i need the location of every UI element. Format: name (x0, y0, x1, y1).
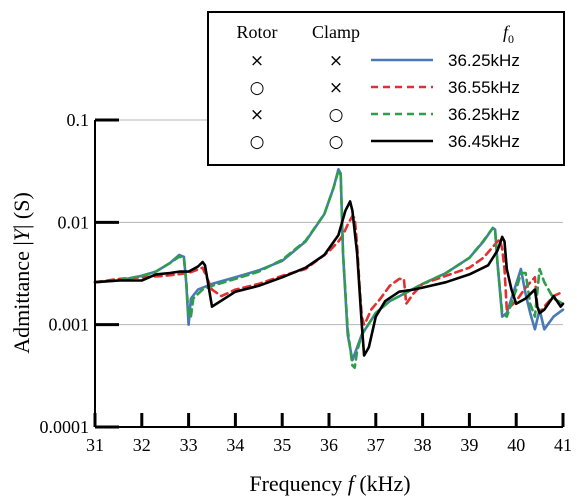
series-line-1 (93, 168, 565, 362)
legend-clamp-mark: × (329, 51, 343, 71)
legend-clamp-mark: × (329, 78, 343, 98)
legend-header-f0: f0 (503, 22, 514, 46)
tick-labels: 31 32 33 34 35 36 37 38 39 40 41 0.0001 0.001 0.01 0.1 (40, 110, 573, 455)
x-tick-label: 40 (507, 435, 525, 455)
y-tick-label: 0.0001 (40, 417, 90, 437)
series-group (93, 168, 565, 370)
legend-rows: × × 36.25kHz ○ × 36.55kHz × ○ 36.25kHz ○ ○ 36.45kHz (250, 51, 520, 152)
y-tick-label: 0.001 (49, 315, 90, 335)
legend-clamp-mark: ○ (329, 105, 344, 125)
y-axis-title: Admittance |Y| (S) (9, 192, 34, 354)
legend-clamp-mark: ○ (329, 132, 344, 152)
x-tick-label: 31 (86, 435, 104, 455)
x-tick-label: 39 (460, 435, 478, 455)
y-tick-label: 0.1 (67, 110, 90, 130)
legend-rotor-mark: × (250, 51, 264, 71)
x-tick-label: 38 (414, 435, 432, 455)
legend-f0-value: 36.55kHz (448, 78, 520, 97)
x-axis-title: Frequency f (kHz) (249, 471, 410, 496)
x-tick-label: 33 (180, 435, 198, 455)
legend-f0-value: 36.25kHz (448, 105, 520, 124)
x-tick-label: 34 (226, 435, 244, 455)
axes (93, 118, 565, 429)
x-tick-label: 41 (554, 435, 572, 455)
legend-f0-value: 36.45kHz (448, 132, 520, 151)
legend: Rotor Clamp f0 × × 36.25kHz ○ × 36.55kHz × ○ 36.… (207, 11, 565, 166)
y-tick-label: 0.01 (58, 212, 90, 232)
legend-box (207, 11, 565, 166)
x-tick-label: 37 (367, 435, 385, 455)
x-tick-label: 36 (320, 435, 338, 455)
legend-header-rotor: Rotor (236, 22, 277, 42)
legend-header-clamp: Clamp (312, 22, 360, 42)
x-tick-label: 32 (133, 435, 151, 455)
legend-rotor-mark: ○ (250, 132, 265, 152)
legend-rotor-mark: ○ (250, 78, 265, 98)
x-tick-label: 35 (273, 435, 291, 455)
legend-f0-value: 36.25kHz (448, 51, 520, 70)
series-line-3 (93, 169, 565, 370)
series-line-4 (93, 200, 565, 357)
legend-rotor-mark: × (250, 105, 264, 125)
